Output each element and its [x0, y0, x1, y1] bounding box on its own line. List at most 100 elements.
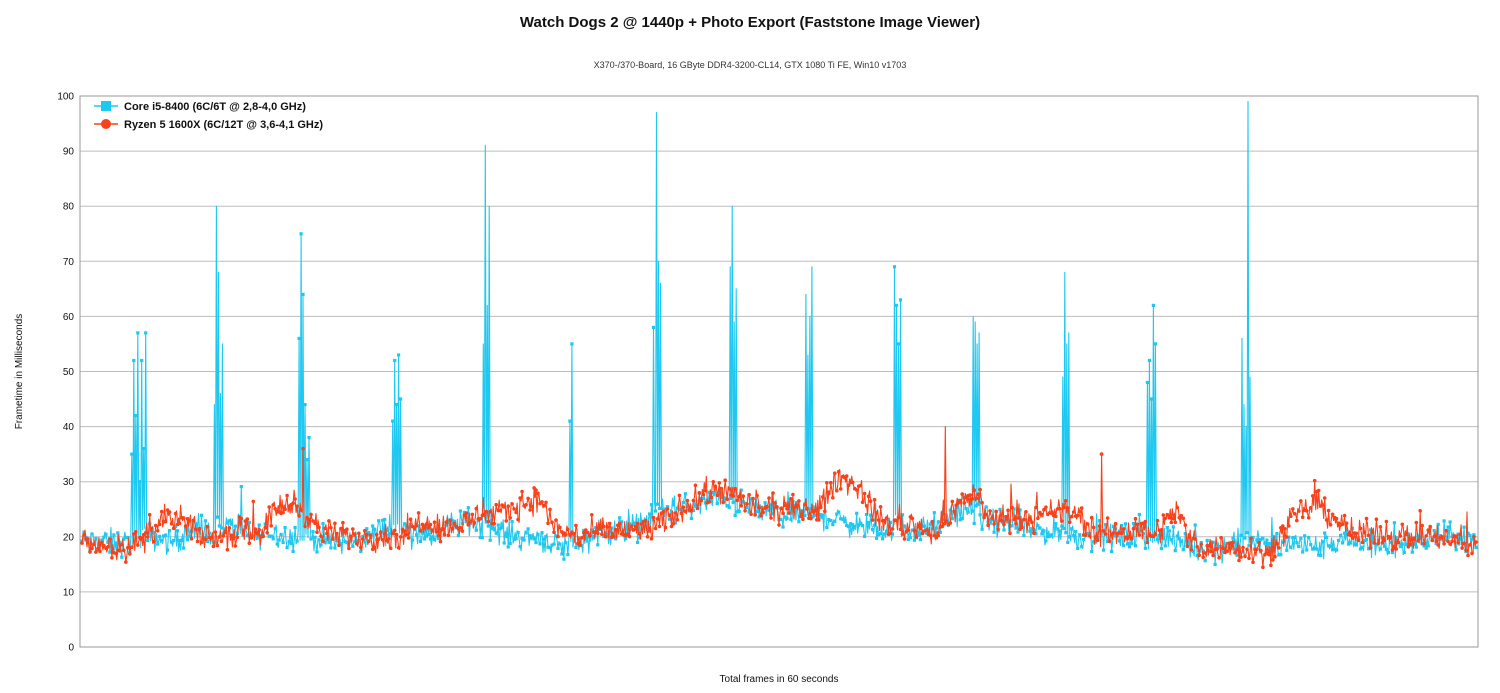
- data-point: [984, 512, 988, 517]
- data-point: [837, 510, 841, 514]
- data-point: [118, 549, 122, 553]
- data-point: [1323, 531, 1327, 535]
- data-point: [1337, 538, 1341, 542]
- data-point: [399, 397, 403, 401]
- data-point: [847, 524, 851, 528]
- data-point: [1327, 544, 1331, 548]
- data-point: [1247, 544, 1251, 548]
- data-point: [478, 516, 483, 521]
- data-point: [139, 536, 144, 540]
- data-point: [651, 515, 656, 520]
- data-point: [126, 535, 130, 540]
- data-point: [667, 513, 672, 517]
- data-point: [158, 534, 162, 538]
- data-point: [735, 510, 739, 514]
- data-point: [1396, 540, 1401, 545]
- data-point: [910, 516, 915, 521]
- data-point: [1392, 521, 1396, 525]
- data-point: [1410, 550, 1414, 554]
- data-point: [404, 532, 409, 537]
- data-point: [1448, 520, 1452, 524]
- data-point: [512, 507, 516, 511]
- data-point: [1058, 529, 1062, 533]
- data-point: [417, 524, 421, 528]
- data-point: [534, 488, 538, 492]
- data-point: [611, 534, 616, 539]
- data-point: [126, 545, 130, 550]
- data-point: [355, 542, 359, 546]
- data-point: [181, 516, 186, 520]
- data-point: [1149, 397, 1153, 401]
- data-point: [102, 543, 106, 548]
- data-point: [1087, 534, 1092, 538]
- data-point: [862, 491, 867, 496]
- data-point: [305, 458, 309, 462]
- data-point: [942, 521, 947, 526]
- data-point: [1100, 529, 1104, 533]
- data-point: [281, 510, 285, 515]
- data-point: [1193, 537, 1197, 541]
- data-point: [148, 522, 152, 526]
- data-point: [886, 517, 891, 521]
- data-point: [566, 553, 570, 557]
- data-point: [215, 515, 219, 519]
- data-point: [1378, 525, 1383, 529]
- data-point: [876, 518, 881, 522]
- data-point: [564, 541, 568, 545]
- data-point: [1197, 553, 1201, 557]
- data-point: [1012, 517, 1016, 522]
- data-point: [452, 519, 456, 523]
- data-point: [874, 511, 879, 515]
- data-point: [1321, 540, 1325, 544]
- data-point: [673, 511, 678, 515]
- data-point: [397, 353, 401, 357]
- data-point: [1297, 545, 1301, 549]
- data-point: [548, 546, 552, 550]
- data-point: [466, 506, 470, 510]
- data-point: [203, 537, 208, 541]
- data-point: [1024, 510, 1028, 514]
- data-point: [323, 541, 327, 545]
- data-point: [1002, 522, 1006, 527]
- data-point: [629, 524, 634, 528]
- data-point: [902, 537, 907, 541]
- data-point: [841, 517, 845, 521]
- data-point: [950, 499, 955, 504]
- data-point: [1416, 538, 1420, 543]
- data-point: [394, 532, 399, 537]
- data-point: [747, 492, 751, 497]
- data-point: [775, 505, 779, 509]
- data-point: [90, 532, 94, 536]
- data-point: [1020, 525, 1024, 529]
- data-point: [1181, 548, 1185, 552]
- data-point: [128, 552, 132, 556]
- data-point: [104, 532, 108, 536]
- data-point: [197, 526, 202, 531]
- series-layer: [80, 100, 1478, 569]
- data-point: [1237, 558, 1241, 563]
- data-point: [1106, 539, 1110, 543]
- data-point: [1388, 536, 1393, 540]
- data-point: [301, 446, 305, 451]
- data-point: [1070, 527, 1074, 531]
- data-point: [251, 499, 256, 504]
- data-point: [371, 524, 375, 528]
- data-point: [735, 498, 739, 503]
- data-point: [918, 538, 922, 542]
- data-point: [1404, 542, 1408, 547]
- data-point: [1104, 523, 1108, 527]
- data-point: [1372, 541, 1377, 545]
- data-point: [1067, 520, 1072, 524]
- data-point: [233, 544, 238, 548]
- data-point: [349, 534, 353, 539]
- data-point: [795, 503, 799, 508]
- data-point: [207, 531, 212, 535]
- data-point: [357, 531, 361, 536]
- data-point: [1201, 549, 1205, 553]
- data-point: [928, 522, 932, 526]
- data-point: [484, 509, 489, 514]
- data-point: [347, 546, 351, 551]
- data-point: [1442, 542, 1446, 546]
- data-point: [396, 546, 401, 550]
- data-point: [544, 500, 548, 505]
